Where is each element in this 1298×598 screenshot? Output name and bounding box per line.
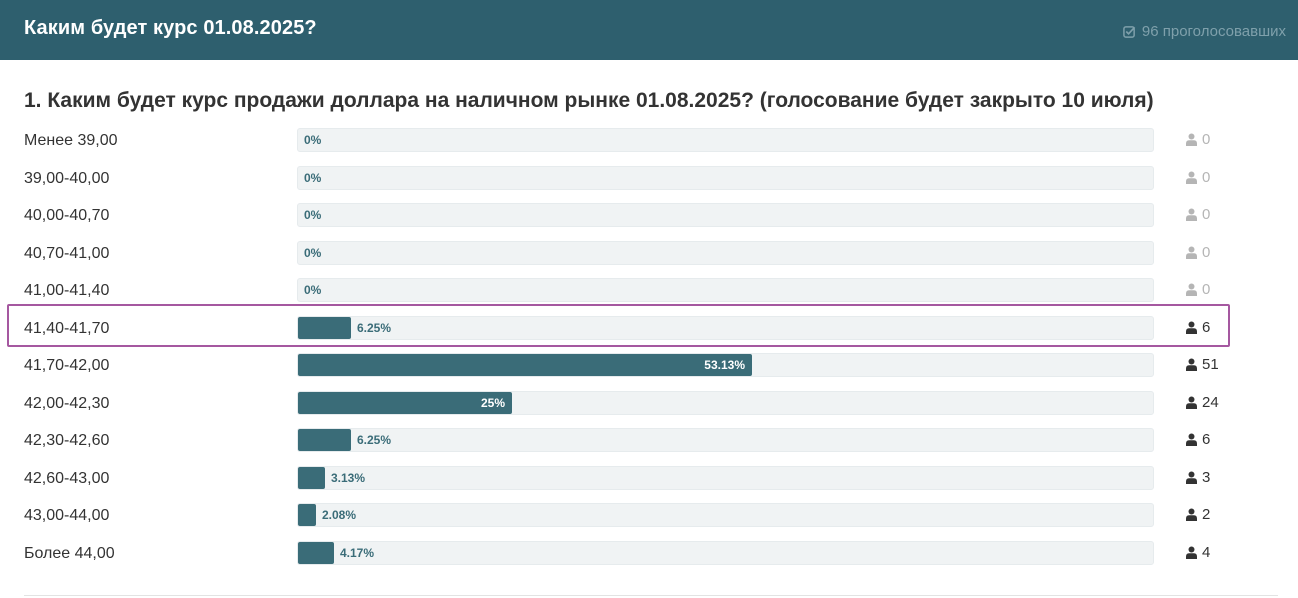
option-label: 40,00-40,70	[24, 207, 110, 224]
progress-bar: 2.08%	[297, 503, 1154, 527]
vote-count: 0	[1186, 169, 1210, 186]
progress-bar: 53.13%	[297, 353, 1154, 377]
user-icon	[1186, 396, 1197, 409]
option-label: 43,00-44,00	[24, 507, 110, 524]
divider	[24, 595, 1278, 596]
poll-option: Менее 39,00 0% 0	[0, 122, 1298, 160]
option-label: 42,60-43,00	[24, 469, 110, 487]
option-label: Более 44,00	[24, 544, 115, 562]
percent-label: 25%	[480, 395, 505, 410]
option-label: 41,70-42,00	[24, 357, 110, 374]
vote-count: 51	[1186, 356, 1219, 373]
percent-label: 6.25%	[357, 320, 392, 335]
vote-count: 0	[1186, 131, 1210, 148]
option-label: 41,40-41,70	[24, 319, 110, 337]
vote-count-value: 0	[1202, 168, 1211, 186]
vote-count: 6	[1186, 431, 1210, 448]
vote-count-value: 4	[1202, 543, 1211, 561]
percent-label: 3.13%	[331, 470, 366, 485]
vote-count-value: 0	[1202, 131, 1211, 148]
progress-bar: 25%	[297, 390, 1154, 415]
poll-option: 41,00-41,40 0% 0	[0, 272, 1298, 310]
vote-count: 0	[1186, 244, 1210, 261]
percent-label: 2.08%	[322, 508, 357, 522]
user-icon	[1186, 546, 1197, 559]
progress-fill	[298, 354, 752, 376]
percent-label: 0%	[304, 133, 322, 147]
option-label: 42,00-42,30	[24, 394, 110, 412]
vote-count-value: 24	[1202, 393, 1219, 411]
poll-option: 42,60-43,00 3.13% 3	[0, 460, 1298, 498]
vote-count-value: 2	[1202, 506, 1211, 523]
progress-fill	[298, 429, 351, 451]
percent-label: 0%	[304, 245, 322, 260]
percent-label: 53.13%	[704, 358, 745, 372]
poll-option: 41,70-42,00 53.13% 51	[0, 347, 1298, 385]
vote-count-value: 6	[1202, 431, 1211, 448]
percent-label: 0%	[304, 283, 322, 297]
vote-count: 3	[1186, 469, 1210, 486]
progress-bar: 0%	[297, 203, 1154, 227]
poll-option: 40,70-41,00 0% 0	[0, 235, 1298, 273]
progress-bar: 0%	[297, 128, 1154, 152]
percent-label: 4.17%	[340, 545, 375, 560]
progress-bar: 0%	[297, 278, 1154, 302]
vote-count-value: 3	[1202, 468, 1211, 486]
poll-option: 40,00-40,70 0% 0	[0, 197, 1298, 235]
vote-count: 0	[1186, 281, 1210, 298]
option-label: Менее 39,00	[24, 132, 118, 149]
vote-count: 0	[1186, 206, 1210, 223]
progress-fill	[298, 504, 316, 526]
user-icon	[1186, 283, 1197, 296]
progress-bar: 0%	[297, 240, 1154, 265]
votes-counter: 96 проголосовавших	[1123, 23, 1286, 40]
poll-option: 42,30-42,60 6.25% 6	[0, 422, 1298, 460]
question-title: 1. Каким будет курс продажи доллара на н…	[24, 89, 1154, 112]
progress-fill	[298, 391, 512, 414]
user-icon	[1186, 508, 1197, 521]
option-label: 39,00-40,00	[24, 169, 110, 187]
user-icon	[1186, 246, 1197, 259]
progress-bar: 3.13%	[297, 465, 1154, 490]
poll-option: Более 44,00 4.17% 4	[0, 535, 1298, 573]
user-icon	[1186, 433, 1197, 446]
user-icon	[1186, 208, 1197, 221]
poll-header: Каким будет курс 01.08.2025? 96 проголос…	[0, 0, 1298, 60]
user-icon	[1186, 133, 1197, 146]
percent-label: 0%	[304, 208, 322, 222]
user-icon	[1186, 171, 1197, 184]
vote-count-value: 0	[1202, 281, 1211, 298]
vote-count: 2	[1186, 506, 1210, 523]
option-label: 40,70-41,00	[24, 244, 110, 262]
poll-option: 39,00-40,00 0% 0	[0, 160, 1298, 198]
vote-count: 6	[1186, 319, 1210, 336]
user-icon	[1186, 471, 1197, 484]
option-label: 41,00-41,40	[24, 282, 110, 299]
vote-count: 4	[1186, 544, 1210, 561]
poll-option: 42,00-42,30 25% 24	[0, 385, 1298, 423]
progress-bar: 6.25%	[297, 428, 1154, 452]
votes-label: 96 проголосовавших	[1141, 23, 1286, 40]
poll-option: 43,00-44,00 2.08% 2	[0, 497, 1298, 535]
progress-fill	[298, 541, 334, 564]
vote-count-value: 0	[1202, 243, 1211, 261]
check-square-icon	[1123, 26, 1136, 38]
progress-bar: 4.17%	[297, 540, 1154, 565]
percent-label: 0%	[304, 170, 322, 185]
progress-bar: 6.25%	[297, 315, 1154, 340]
progress-fill	[298, 316, 351, 339]
option-label: 42,30-42,60	[24, 432, 110, 449]
vote-count-value: 0	[1202, 206, 1211, 223]
percent-label: 6.25%	[357, 433, 392, 447]
progress-bar: 0%	[297, 165, 1154, 190]
user-icon	[1186, 358, 1197, 371]
poll-title: Каким будет курс 01.08.2025?	[24, 17, 317, 39]
user-icon	[1186, 321, 1197, 334]
vote-count-value: 6	[1202, 318, 1211, 336]
poll-option: 41,40-41,70 6.25% 6	[0, 310, 1298, 348]
vote-count-value: 51	[1202, 356, 1219, 373]
progress-fill	[298, 466, 325, 489]
vote-count: 24	[1186, 394, 1219, 411]
